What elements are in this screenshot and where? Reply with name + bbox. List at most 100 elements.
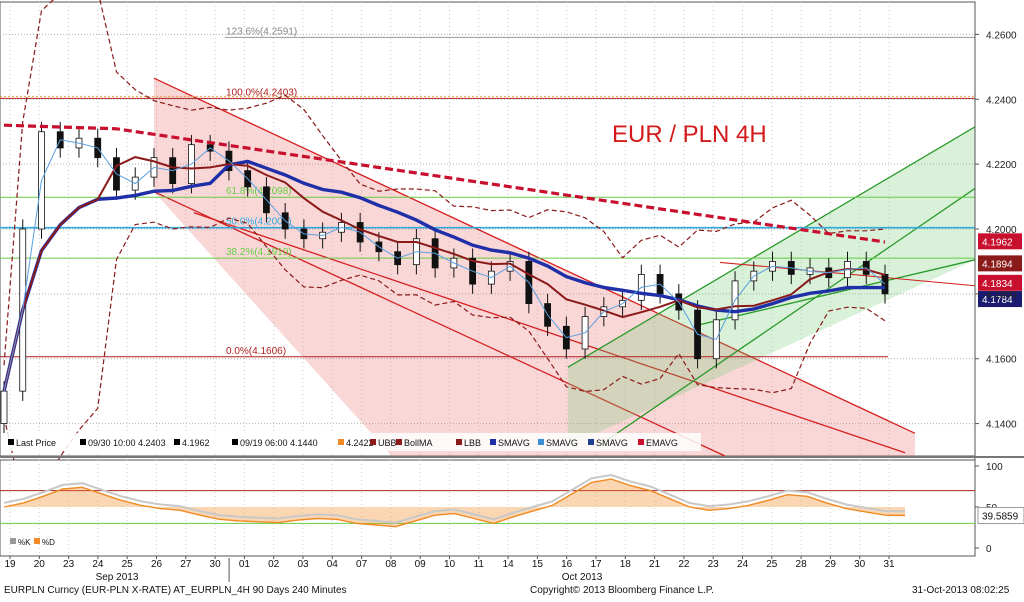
candle-body: [881, 273, 889, 295]
fib-label-0: 123.6%(4.2591): [226, 26, 297, 37]
fib-label-4: 38.2%(4.1910): [226, 247, 292, 258]
legend-label: 09/19 06:00 4.1440: [240, 438, 318, 448]
sma-fast-line: [3, 139, 886, 392]
y-tick-label: 4.2400: [986, 95, 1017, 106]
x-month-label: Oct 2013: [562, 572, 603, 583]
x-day-label: 20: [34, 559, 46, 570]
legend-label: EMAVG: [646, 438, 678, 448]
x-day-label: 30: [210, 559, 222, 570]
x-day-label: 03: [297, 559, 309, 570]
y-tick-label: 4.1800: [986, 290, 1017, 301]
fib-label-1: 100.0%(4.2403): [226, 87, 297, 98]
osc-legend-swatch: [34, 538, 40, 544]
legend-label: 4.1962: [182, 438, 210, 448]
fib-label-5: 0.0%(4.1606): [226, 346, 286, 357]
price-tag-label: 4.1784: [982, 295, 1013, 306]
x-day-label: 09: [415, 559, 427, 570]
legend-swatch: [638, 439, 644, 445]
x-day-label: 23: [63, 559, 75, 570]
x-day-label: 07: [356, 559, 368, 570]
legend-swatch: [456, 439, 462, 445]
x-day-label: 19: [4, 559, 16, 570]
osc-d-line: [3, 478, 906, 528]
osc-k-line: [3, 473, 906, 524]
x-day-label: 25: [766, 559, 778, 570]
legend-label: BollMA: [404, 438, 433, 448]
x-day-label: 31: [883, 559, 895, 570]
legend-label: SMAVG: [546, 438, 578, 448]
footer-left: EURPLN Curncy (EUR-PLN X-RATE) AT_EURPLN…: [4, 585, 347, 596]
price-tag-box: [978, 255, 1022, 272]
green-channel-lower: [597, 187, 976, 447]
footer-center: Copyright© 2013 Bloomberg Finance L.P.: [530, 585, 714, 596]
x-day-label: 10: [444, 559, 456, 570]
price-tag-box: [978, 274, 1022, 291]
red-channel-upper: [153, 77, 916, 434]
x-day-label: 26: [151, 559, 163, 570]
legend-swatch: [80, 439, 86, 445]
price-tag-label: 4.1894: [982, 259, 1013, 270]
x-day-label: 27: [180, 559, 192, 570]
x-day-label: 14: [503, 559, 515, 570]
sma-slow-line: [2, 159, 885, 392]
legend-swatch: [538, 439, 544, 445]
legend-label: 09/30 10:00 4.2403: [88, 438, 166, 448]
x-day-label: 15: [532, 559, 544, 570]
x-day-label: 28: [796, 559, 808, 570]
x-month-label: Sep 2013: [96, 572, 139, 583]
x-day-label: 30: [854, 559, 866, 570]
price-tag-box: [978, 291, 1022, 308]
red-channel-lower: [153, 191, 726, 457]
green-channel-fill: [568, 126, 975, 447]
red-channel-fill: [153, 78, 915, 456]
x-day-label: 17: [590, 559, 602, 570]
price-tag-label: 4.1834: [982, 279, 1013, 290]
legend-swatch: [370, 439, 376, 445]
osc-legend-label: %D: [42, 538, 55, 547]
osc-y-tick-label: 0: [986, 544, 992, 555]
x-day-label: 21: [649, 559, 661, 570]
x-day-label: 23: [708, 559, 720, 570]
legend-swatch: [490, 439, 496, 445]
price-tag-box: [978, 233, 1022, 250]
x-day-label: 04: [327, 559, 339, 570]
legend-swatch: [338, 439, 344, 445]
osc-last-value-label: 39.5859: [982, 512, 1019, 523]
green-channel-mid: [699, 259, 976, 326]
footer-right: 31-Oct-2013 08:02:25: [912, 585, 1010, 596]
legend-swatch: [588, 439, 594, 445]
legend-label: LBB: [464, 438, 481, 448]
x-day-label: 24: [92, 559, 104, 570]
legend-backdrop: [1, 433, 701, 451]
y-tick-label: 4.1600: [986, 355, 1017, 366]
fib-label-3: 50.0%(4.2004): [226, 217, 292, 228]
y-tick-label: 4.2000: [986, 225, 1017, 236]
x-day-label: 01: [239, 559, 251, 570]
candle-body: [0, 390, 8, 424]
osc-legend-label: %K: [18, 538, 31, 547]
oscillator-frame: [0, 459, 976, 557]
y-tick-label: 4.2600: [986, 30, 1017, 41]
legend-label: Last Price: [16, 438, 56, 448]
osc-fill: [4, 479, 905, 527]
legend-swatch: [396, 439, 402, 445]
y-tick-label: 4.1400: [986, 420, 1017, 431]
lower-bollinger-band: [3, 217, 886, 500]
legend-swatch: [232, 439, 238, 445]
x-day-label: 02: [268, 559, 280, 570]
ema-dashed-line: [3, 123, 886, 244]
osc-legend-swatch: [10, 538, 16, 544]
x-day-label: 11: [474, 559, 485, 570]
x-day-label: 16: [561, 559, 573, 570]
osc-last-value-box: [977, 507, 1024, 525]
x-day-label: 22: [678, 559, 690, 570]
red-channel-mid: [193, 212, 906, 454]
legend-label: SMAVG: [596, 438, 628, 448]
chart-title: EUR / PLN 4H: [612, 121, 767, 148]
green-channel-upper: [567, 126, 976, 368]
x-day-label: 24: [737, 559, 749, 570]
legend-label: UBB: [378, 438, 397, 448]
osc-y-tick-label: 100: [986, 462, 1003, 473]
price-tag-label: 4.1962: [982, 237, 1013, 248]
